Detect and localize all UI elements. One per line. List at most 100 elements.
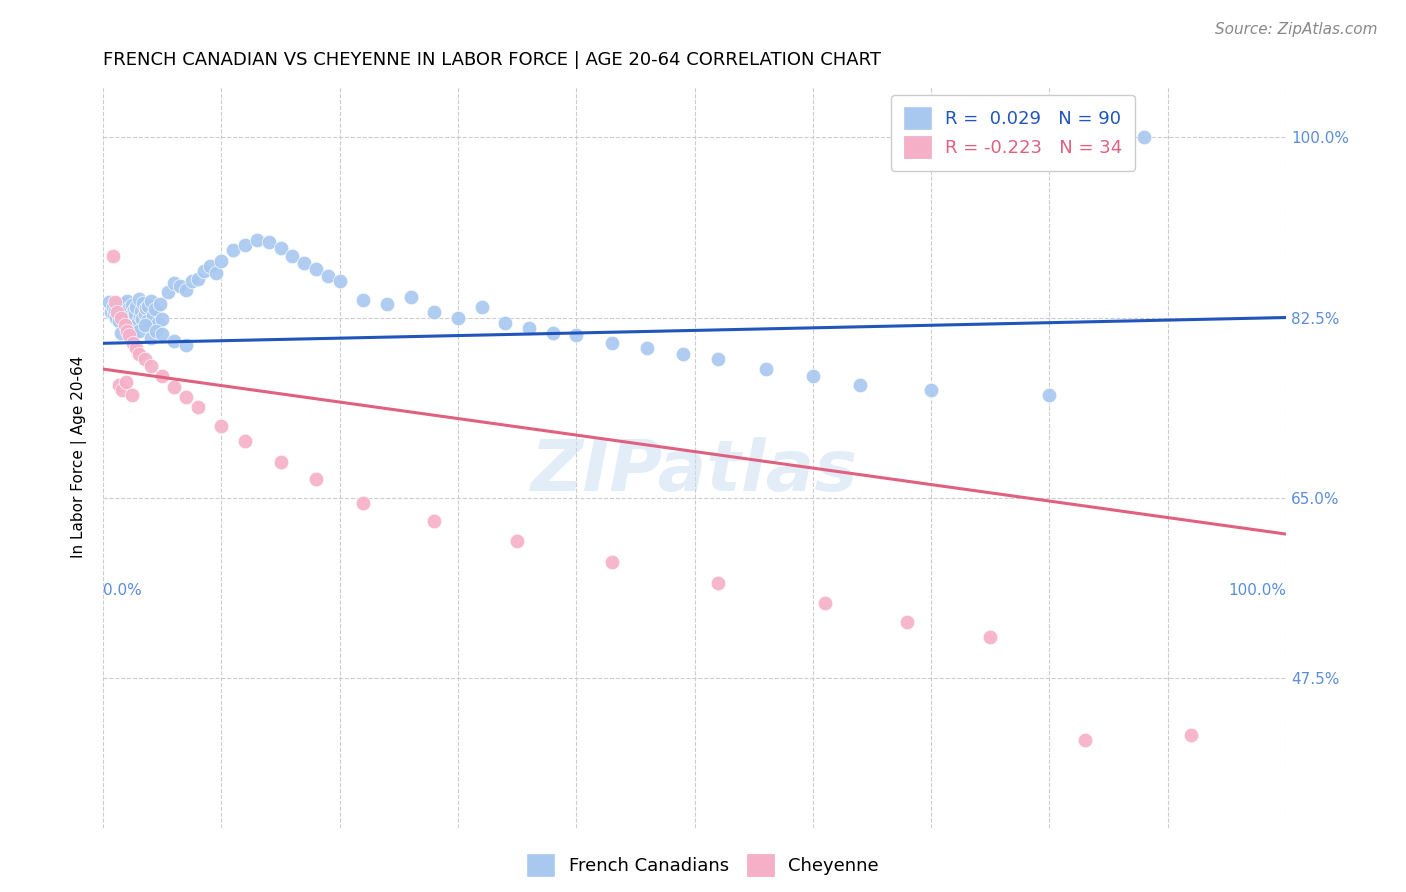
- Text: ZIPatlas: ZIPatlas: [531, 437, 858, 506]
- Point: [136, 299, 159, 313]
- Point: [121, 388, 143, 402]
- Point: [541, 326, 564, 340]
- Point: [270, 455, 292, 469]
- Point: [125, 342, 148, 356]
- Point: [1074, 733, 1097, 747]
- Point: [114, 296, 136, 310]
- Point: [132, 296, 155, 310]
- Point: [270, 242, 292, 256]
- Point: [233, 434, 256, 449]
- Point: [107, 305, 129, 319]
- Point: [135, 301, 157, 316]
- Point: [117, 306, 139, 320]
- Point: [138, 317, 160, 331]
- Point: [122, 303, 145, 318]
- Legend: R =  0.029   N = 90, R = -0.223   N = 34: R = 0.029 N = 90, R = -0.223 N = 34: [891, 95, 1135, 171]
- Point: [131, 311, 153, 326]
- Point: [110, 304, 132, 318]
- Point: [494, 316, 516, 330]
- Point: [108, 299, 131, 313]
- Point: [246, 233, 269, 247]
- Point: [121, 336, 143, 351]
- Point: [143, 302, 166, 317]
- Point: [145, 324, 167, 338]
- Point: [672, 346, 695, 360]
- Point: [134, 351, 156, 366]
- Point: [127, 315, 149, 329]
- Point: [979, 630, 1001, 644]
- Point: [174, 390, 197, 404]
- Point: [118, 301, 141, 316]
- Point: [187, 272, 209, 286]
- Point: [1133, 130, 1156, 145]
- Point: [129, 304, 152, 318]
- Point: [849, 377, 872, 392]
- Point: [104, 295, 127, 310]
- Point: [115, 324, 138, 338]
- Y-axis label: In Labor Force | Age 20-64: In Labor Force | Age 20-64: [72, 356, 87, 558]
- Point: [1038, 388, 1060, 402]
- Point: [128, 292, 150, 306]
- Point: [110, 310, 132, 325]
- Point: [292, 256, 315, 270]
- Point: [157, 285, 180, 299]
- Point: [814, 596, 837, 610]
- Point: [920, 383, 942, 397]
- Point: [305, 472, 328, 486]
- Point: [104, 303, 127, 318]
- Point: [100, 305, 122, 319]
- Point: [150, 311, 173, 326]
- Point: [600, 555, 623, 569]
- Point: [174, 338, 197, 352]
- Point: [105, 310, 128, 325]
- Point: [101, 249, 124, 263]
- Point: [281, 249, 304, 263]
- Point: [115, 321, 138, 335]
- Point: [896, 615, 918, 629]
- Point: [163, 379, 186, 393]
- Point: [707, 575, 730, 590]
- Point: [101, 300, 124, 314]
- Point: [801, 369, 824, 384]
- Point: [600, 336, 623, 351]
- Point: [112, 309, 135, 323]
- Point: [134, 307, 156, 321]
- Point: [187, 401, 209, 415]
- Point: [423, 514, 446, 528]
- Point: [124, 307, 146, 321]
- Point: [636, 342, 658, 356]
- Point: [139, 331, 162, 345]
- Point: [471, 300, 494, 314]
- Point: [146, 316, 169, 330]
- Point: [517, 321, 540, 335]
- Point: [163, 334, 186, 349]
- Point: [111, 383, 134, 397]
- Point: [107, 297, 129, 311]
- Point: [107, 377, 129, 392]
- Point: [120, 310, 142, 324]
- Point: [128, 346, 150, 360]
- Point: [193, 264, 215, 278]
- Point: [423, 305, 446, 319]
- Point: [115, 293, 138, 308]
- Point: [139, 359, 162, 373]
- Point: [447, 310, 470, 325]
- Point: [107, 313, 129, 327]
- Point: [352, 293, 374, 307]
- Text: 0.0%: 0.0%: [103, 583, 142, 598]
- Point: [142, 309, 165, 323]
- Point: [103, 307, 125, 321]
- Point: [114, 376, 136, 390]
- Point: [180, 275, 202, 289]
- Point: [150, 369, 173, 384]
- Point: [121, 328, 143, 343]
- Point: [98, 295, 121, 310]
- Text: 100.0%: 100.0%: [1227, 583, 1286, 598]
- Point: [114, 311, 136, 326]
- Point: [121, 298, 143, 312]
- Point: [125, 300, 148, 314]
- Point: [506, 534, 529, 549]
- Point: [149, 297, 172, 311]
- Point: [174, 283, 197, 297]
- Point: [305, 262, 328, 277]
